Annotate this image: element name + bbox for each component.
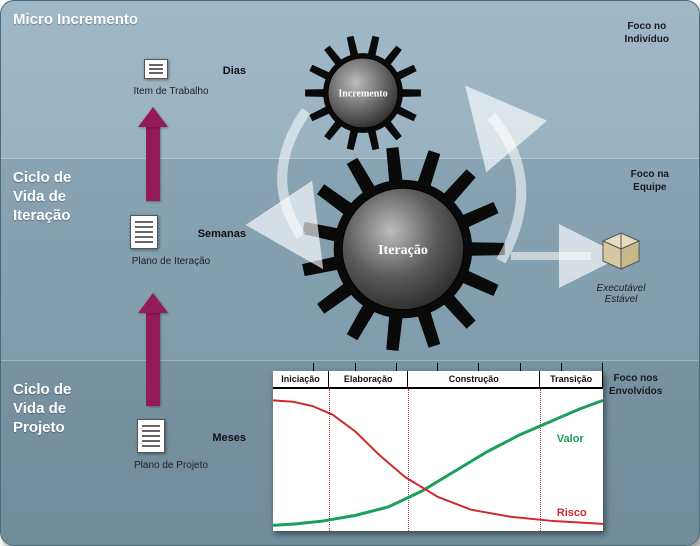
phase-Transição: Transição [540,371,603,387]
phase-Elaboração: Elaboração [329,371,408,387]
chart-phases: IniciaçãoElaboraçãoConstruçãoTransição [273,371,603,389]
document-icon [137,419,165,453]
lifecycle-chart: IniciaçãoElaboraçãoConstruçãoTransição V… [273,371,603,531]
duration-label: Meses [212,432,246,444]
artifact-caption: Plano de Projeto [96,460,246,471]
band-title-2: Ciclo deVida deProjeto [13,381,71,437]
series-label-Valor: Valor [557,433,584,445]
chart-ticks [273,363,603,371]
focus-label-2: Foco nosEnvolvidos [609,373,662,398]
box-icon [599,231,643,271]
flow-arrows [1,1,700,361]
series-Valor [273,400,603,525]
series-label-Risco: Risco [557,507,587,519]
phase-Iniciação: Iniciação [273,371,329,387]
artifact-plano-projeto: Meses Plano de Projeto [96,419,246,471]
chart-body: Valor Risco [273,389,603,531]
deliverable-caption: ExecutávelEstável [581,283,661,305]
deliverable: ExecutávelEstável [581,231,661,305]
phase-Construção: Construção [408,371,540,387]
diagram-frame: Micro IncrementoFoco noIndivíduoCiclo de… [0,0,700,546]
